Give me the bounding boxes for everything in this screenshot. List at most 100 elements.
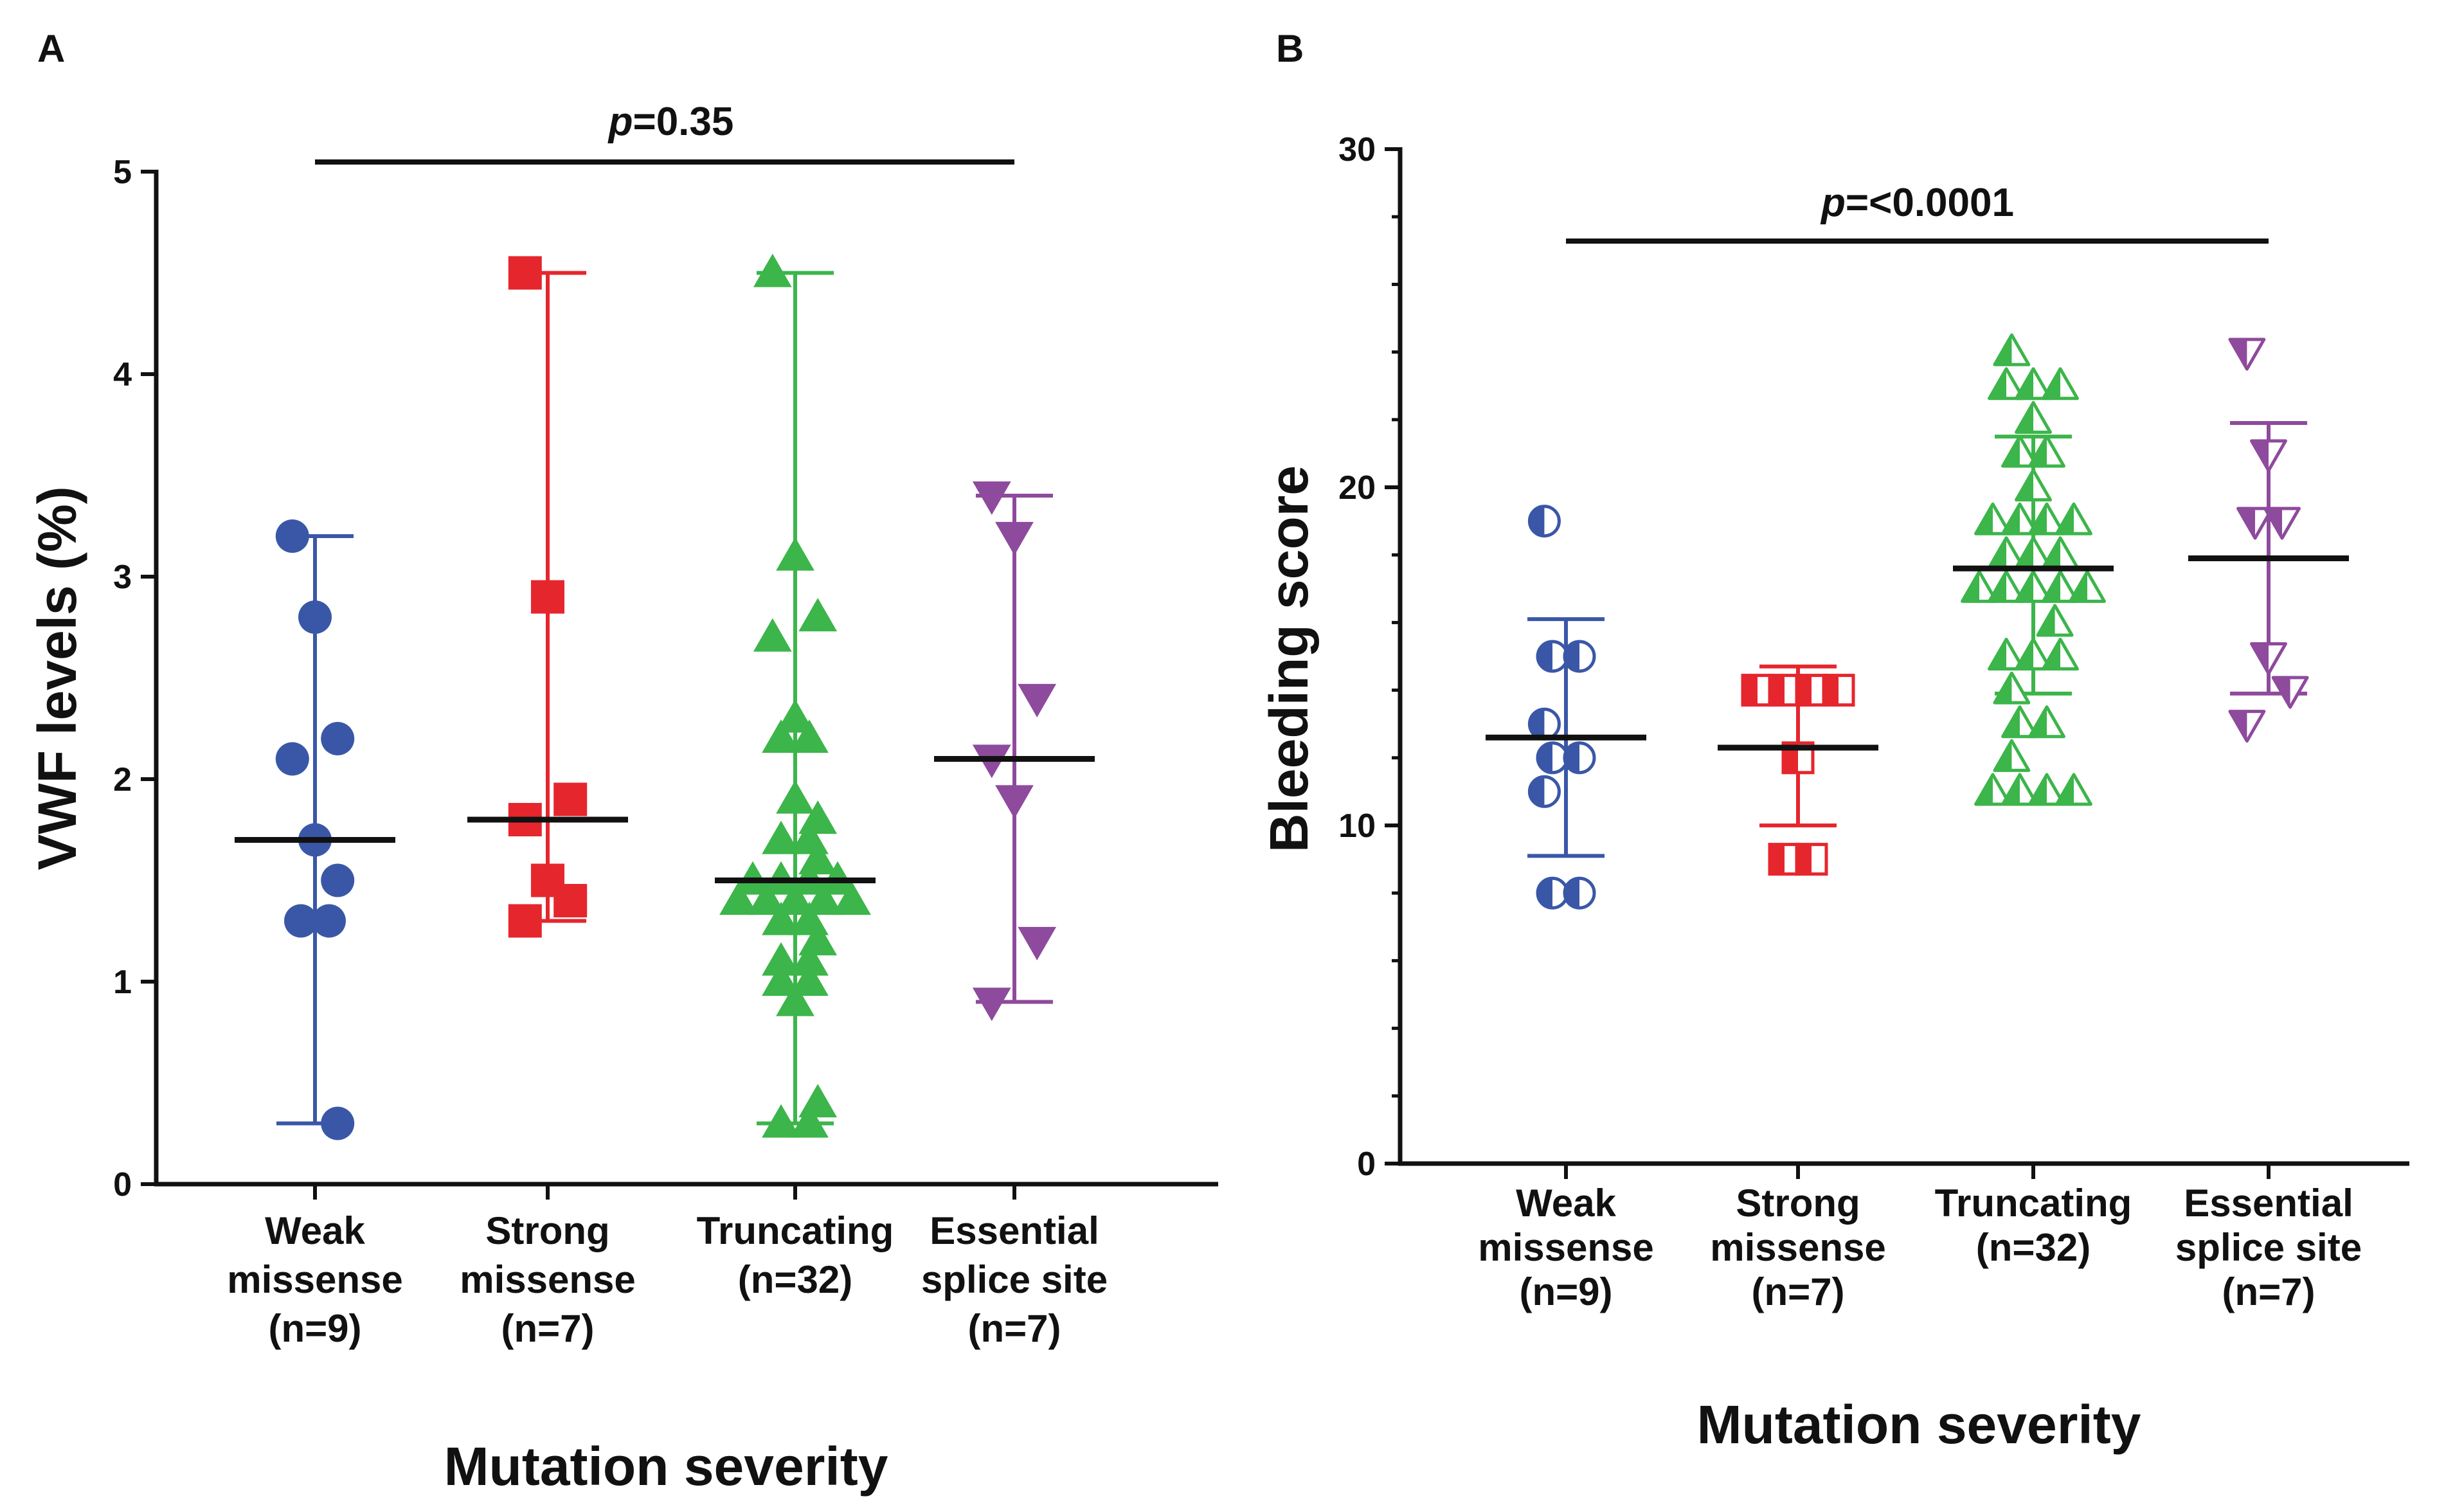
panel-b-data-point-half-fill — [1538, 642, 1552, 671]
panel-b-data-point — [2028, 705, 2065, 739]
panel-b-category-label: Strong — [1736, 1182, 1860, 1225]
panel-a-data-point — [762, 820, 800, 854]
panel-b-ylabel: Bleeding score — [1259, 465, 1319, 852]
panel-b-data-point-half-fill — [1538, 742, 1552, 773]
panel-a-data-point-shape — [321, 863, 355, 897]
panel-a-data-point-shape — [321, 1106, 355, 1140]
panel-b-data-point — [1988, 638, 2025, 671]
panel-b-data-point-half-fill — [2265, 509, 2282, 539]
panel-a-data-point-shape — [531, 580, 564, 614]
panel-b-data-point — [2015, 638, 2052, 671]
panel-a-data-point — [995, 785, 1034, 819]
panel-b-ytick-label: 10 — [1338, 807, 1376, 845]
panel-b-data-point — [2055, 502, 2092, 536]
panel-a-pvalue-value: =0.35 — [633, 100, 733, 144]
panel-a-category-label: splice site — [921, 1258, 1108, 1301]
panel-b-data-point — [1563, 640, 1596, 673]
panel-b-category-label: (n=7) — [1751, 1270, 1844, 1313]
panel-b-data-point — [1527, 775, 1561, 808]
panel-a-data-point — [508, 904, 542, 938]
panel-b-data-point-half-fill — [2043, 368, 2060, 399]
panel-a-data-point — [790, 719, 829, 753]
panel-a-data-point — [312, 904, 346, 938]
panel-b-category-label: splice site — [2175, 1226, 2362, 1269]
panel-b-data-point — [1974, 502, 2011, 536]
panel-a-data-point — [798, 598, 838, 632]
panel-b-data-point-half-fill — [2229, 711, 2247, 741]
panel-a-data-point-shape — [972, 481, 1011, 515]
panel-a-data-point — [995, 521, 1034, 555]
panel-a-data-point — [321, 722, 355, 755]
panel-a-data-point-shape — [753, 253, 792, 287]
panel-a-data-point-shape — [790, 942, 829, 976]
panel-b-plot: 0102030Weakmissense(n=9)Strongmissense(n… — [1338, 131, 2409, 1313]
panel-b-data-point — [1527, 505, 1561, 538]
panel-b-data-point — [1563, 741, 1596, 775]
panel-a-category-label: Truncating — [697, 1209, 894, 1252]
panel-b-data-point-half-fill — [2029, 774, 2047, 804]
panel-a-category-label: (n=9) — [268, 1307, 361, 1350]
panel-b-data-point-half-fill — [2070, 572, 2087, 602]
panel-a-data-point-shape — [776, 537, 814, 571]
panel-b-data-point — [2250, 439, 2287, 473]
panel-a-data-point — [753, 618, 792, 652]
panel-a-data-point-shape — [776, 699, 814, 733]
panel-b-category-label: missense — [1478, 1226, 1654, 1269]
panel-b-data-point-half-fill — [2029, 706, 2047, 737]
panel-a-data-point — [553, 782, 588, 816]
panel-a-group-1: Weak missense (n=9) — [227, 519, 403, 1350]
panel-b-xlabel: Mutation severity — [1697, 1394, 2141, 1455]
panel-a-data-point — [790, 942, 829, 976]
panel-a-data-point — [1018, 926, 1057, 960]
panel-b-pvalue-prefix: p — [1820, 181, 1846, 225]
panel-a-data-point-shape — [762, 962, 800, 996]
panel-b-data-point-half-fill — [1743, 675, 1758, 705]
panel-b-data-point — [2028, 435, 2065, 468]
panel-a-category-label: missense — [460, 1258, 636, 1301]
panel-b-data-point — [2001, 705, 2038, 739]
panel-b-data-point-half-fill — [1565, 642, 1579, 671]
panel-a-data-point-shape — [312, 904, 346, 938]
panel-a-data-point — [762, 901, 800, 935]
panel-b-ytick-label: 30 — [1338, 131, 1376, 168]
panel-b-data-point-half-fill — [2002, 706, 2020, 737]
panel-b-data-point-half-fill — [2038, 605, 2055, 635]
panel-b-data-point — [2036, 604, 2074, 637]
panel-a-xlabel: Mutation severity — [444, 1436, 888, 1497]
panel-a-data-point-shape — [275, 519, 309, 553]
panel-a-data-point-shape — [776, 881, 814, 915]
panel-b-data-point-half-fill — [2016, 470, 2033, 500]
panel-a-data-point-shape — [762, 1104, 800, 1138]
panel-a-data-point — [776, 780, 814, 814]
panel-a-data-point — [719, 881, 758, 915]
panel-a-data-point — [275, 519, 309, 553]
panel-b-data-point — [2228, 710, 2266, 743]
panel-b-data-point-half-fill — [2029, 504, 2047, 534]
panel-a-category-label: Weak — [265, 1209, 365, 1252]
panel-a-data-point — [762, 1104, 800, 1138]
panel-b-category-label: missense — [1710, 1226, 1886, 1269]
panel-b-data-point — [2228, 338, 2266, 371]
panel-b-data-point-half-fill — [1797, 675, 1812, 705]
panel-b-data-point-half-fill — [2056, 504, 2074, 534]
panel-b-data-point — [2042, 536, 2079, 570]
panel-a-category-label: Essential — [930, 1209, 1099, 1252]
panel-a-data-point — [790, 962, 829, 996]
panel-b-data-point-half-fill — [2016, 368, 2033, 399]
panel-b-data-point — [2042, 570, 2079, 603]
panel-b-data-point-half-fill — [2002, 436, 2020, 466]
panel-b-data-point — [1563, 876, 1596, 910]
panel-b-data-point-half-fill — [2002, 504, 2020, 534]
panel-b-category-label: Essential — [2184, 1182, 2353, 1225]
panel-a-data-point-shape — [298, 600, 332, 634]
panel-b-data-point-half-fill — [2273, 678, 2290, 708]
panel-a-data-point-shape — [790, 962, 829, 996]
panel-b-data-point — [2042, 638, 2079, 671]
panel-b-data-point — [2236, 507, 2274, 540]
panel-a-data-point-shape — [321, 722, 355, 755]
panel-a-data-point — [275, 742, 309, 776]
panel-a-category-label: (n=7) — [967, 1307, 1061, 1350]
panel-a-data-point-shape — [275, 742, 309, 776]
panel-b-data-point-half-fill — [1994, 741, 2012, 771]
panel-b-pvalue: p=<0.0001 — [1820, 181, 2014, 225]
